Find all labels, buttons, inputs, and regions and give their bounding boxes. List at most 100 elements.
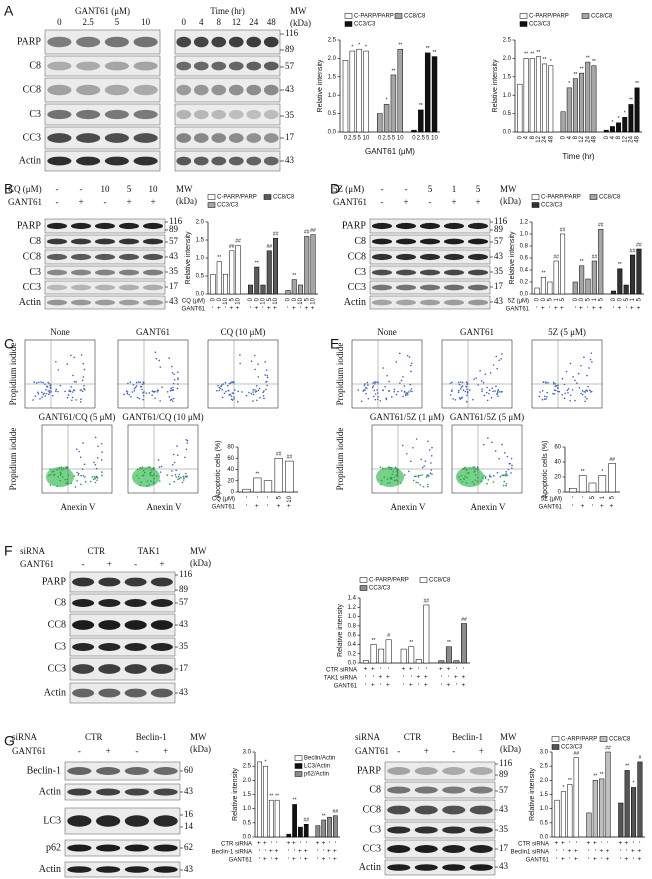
flow-event bbox=[415, 481, 418, 484]
blot-band bbox=[153, 815, 178, 827]
flow-event bbox=[464, 466, 467, 469]
lane-label: 5 bbox=[428, 184, 433, 194]
x-tick-label: + bbox=[593, 841, 599, 845]
flow-event bbox=[395, 467, 398, 470]
flow-event bbox=[483, 475, 486, 477]
flow-event bbox=[168, 483, 171, 485]
flow-event bbox=[462, 467, 464, 470]
significance-label: ** bbox=[618, 262, 622, 268]
x-tick-label: - bbox=[424, 667, 430, 669]
protein-label: CC8 bbox=[23, 84, 41, 95]
flow-event bbox=[133, 389, 136, 392]
flow-event bbox=[588, 367, 590, 369]
flow-event bbox=[57, 390, 59, 393]
protein-label: Actin bbox=[44, 687, 66, 698]
x-tick-label: + bbox=[631, 849, 637, 853]
flow-event bbox=[60, 466, 63, 468]
x-tick-label: - bbox=[606, 841, 612, 843]
flow-event bbox=[97, 445, 99, 447]
flow-event bbox=[67, 474, 70, 477]
flow-event bbox=[217, 384, 219, 387]
flow-y-label: Propidium iodide bbox=[8, 343, 18, 406]
x-tick-label: - bbox=[462, 667, 468, 669]
flow-event bbox=[151, 475, 153, 477]
flow-event bbox=[459, 388, 462, 390]
y-tick-label: 0.5 bbox=[243, 820, 252, 826]
flow-event bbox=[571, 389, 574, 391]
lane-label: + bbox=[78, 197, 83, 207]
blot-band bbox=[46, 269, 68, 276]
bar bbox=[363, 50, 369, 133]
y-tick-label: 1.0 bbox=[243, 806, 252, 812]
blot-band bbox=[70, 222, 92, 230]
significance-label: ** bbox=[543, 57, 547, 63]
blot-band bbox=[94, 284, 116, 291]
flow-event bbox=[149, 474, 152, 477]
flow-event bbox=[500, 391, 503, 393]
flow-event bbox=[372, 385, 375, 387]
x-tick-label: - bbox=[587, 849, 593, 851]
flow-event bbox=[459, 398, 462, 400]
flow-event bbox=[173, 378, 176, 381]
flow-event bbox=[101, 451, 103, 454]
flow-event bbox=[154, 351, 157, 354]
blot-band bbox=[70, 299, 92, 306]
y-tick-label: 0.6 bbox=[520, 256, 529, 262]
blot-band bbox=[76, 133, 101, 143]
y-tick-label: 1.4 bbox=[348, 596, 357, 602]
lane-label: Beclin-1 bbox=[452, 732, 483, 742]
flow-event bbox=[179, 476, 182, 479]
mw-unit: (kDa) bbox=[190, 558, 211, 568]
mw-label: 43 bbox=[494, 296, 504, 306]
bar bbox=[260, 284, 266, 295]
flow-event bbox=[401, 444, 404, 447]
flow-event bbox=[406, 393, 409, 396]
x-tick-label: - bbox=[401, 683, 407, 685]
flow-event bbox=[185, 438, 187, 441]
blot-strip bbox=[44, 126, 161, 150]
x-tick-label: + bbox=[255, 504, 261, 508]
mw-label: 89 bbox=[179, 584, 189, 594]
mw-label: 17 bbox=[499, 843, 509, 853]
flow-event bbox=[451, 389, 453, 391]
blot-band bbox=[98, 620, 121, 630]
flow-event bbox=[141, 388, 143, 391]
flow-event bbox=[73, 475, 76, 477]
flow-event bbox=[486, 399, 489, 402]
flow-event bbox=[161, 386, 163, 388]
x-tick-label: 24 bbox=[542, 135, 548, 142]
blot-band bbox=[150, 664, 173, 674]
lane-label: 0 bbox=[57, 17, 62, 27]
flow-event bbox=[553, 393, 556, 395]
bar bbox=[636, 248, 642, 295]
flow-event bbox=[159, 400, 161, 402]
flow-event bbox=[48, 474, 50, 477]
flow-title: GANT61/CQ (5 μM) bbox=[39, 412, 116, 422]
flow-event bbox=[388, 380, 390, 383]
legend-label: CC3/C3 bbox=[217, 203, 239, 209]
flow-event bbox=[554, 389, 557, 392]
bar bbox=[540, 276, 546, 295]
panel-letter: G bbox=[4, 733, 15, 749]
blot-band bbox=[176, 156, 192, 166]
flow-event bbox=[140, 385, 143, 388]
bar bbox=[585, 278, 591, 295]
lane-label: - bbox=[397, 746, 400, 756]
flow-event bbox=[139, 381, 142, 384]
blot-band bbox=[387, 826, 411, 834]
significance-label: * bbox=[618, 116, 620, 122]
significance-label: ** bbox=[217, 255, 221, 261]
bar bbox=[274, 799, 280, 838]
flow-event bbox=[493, 475, 495, 477]
flow-event bbox=[391, 473, 394, 476]
flow-event bbox=[168, 396, 171, 398]
flow-event bbox=[250, 392, 253, 395]
flow-event bbox=[506, 455, 509, 458]
condition-label: GANT61 bbox=[355, 746, 389, 756]
flow-event bbox=[390, 478, 392, 480]
x-tick-label: + bbox=[446, 683, 452, 687]
significance-label: # bbox=[387, 633, 390, 639]
flow-event bbox=[475, 377, 477, 379]
flow-plot bbox=[531, 339, 603, 409]
protein-label: C8 bbox=[29, 60, 41, 71]
